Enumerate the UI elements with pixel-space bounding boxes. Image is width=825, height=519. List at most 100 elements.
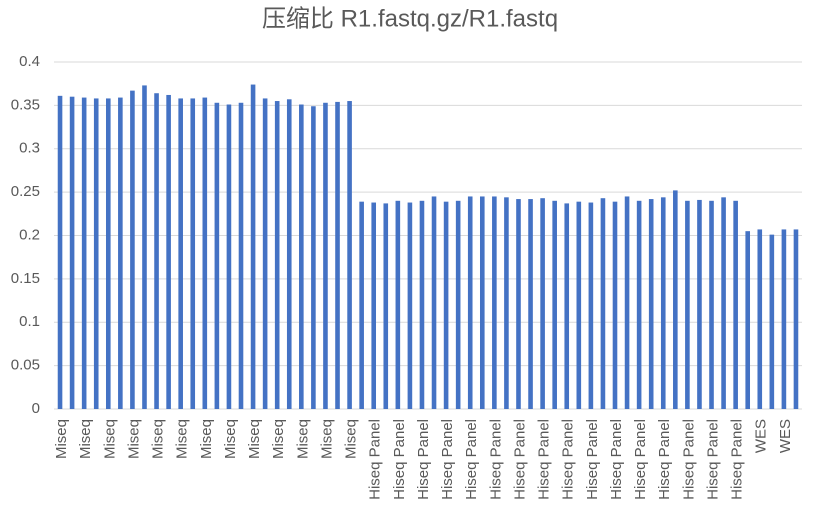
x-tick-label: Miseq bbox=[294, 419, 311, 459]
bar bbox=[190, 98, 196, 409]
bar bbox=[588, 202, 594, 409]
x-tick-label: Miseq bbox=[77, 419, 94, 459]
x-tick-label: Miseq bbox=[53, 419, 70, 459]
x-tick-label: Hiseq Panel bbox=[729, 419, 746, 500]
bar bbox=[274, 101, 280, 409]
bar bbox=[166, 94, 171, 409]
bar bbox=[769, 234, 775, 409]
bar bbox=[492, 196, 497, 409]
x-tick-label: Hiseq Panel bbox=[391, 419, 408, 500]
bar bbox=[660, 197, 666, 409]
bar bbox=[371, 202, 377, 409]
bar bbox=[407, 202, 413, 409]
x-tick-label: Hiseq Panel bbox=[367, 419, 384, 500]
bar bbox=[81, 97, 87, 409]
bar bbox=[733, 200, 738, 409]
bar bbox=[299, 104, 304, 409]
bar bbox=[685, 200, 690, 409]
chart-title: 压缩比 R1.fastq.gz/R1.fastq bbox=[262, 5, 558, 32]
bar bbox=[781, 229, 787, 409]
x-tick-label: Hiseq Panel bbox=[632, 419, 649, 500]
bar bbox=[202, 97, 208, 409]
x-tick-label: Miseq bbox=[198, 419, 215, 459]
bar bbox=[576, 201, 582, 409]
x-tick-label: Miseq bbox=[101, 419, 118, 459]
bar bbox=[540, 198, 545, 409]
bar bbox=[311, 106, 316, 410]
y-tick-label: 0.15 bbox=[11, 270, 40, 287]
x-tick-label: Miseq bbox=[246, 419, 263, 459]
bar bbox=[516, 199, 521, 409]
x-tick-label: Hiseq Panel bbox=[536, 419, 553, 500]
bar bbox=[600, 198, 606, 409]
x-tick-label: WES bbox=[777, 419, 794, 453]
x-tick-label: Hiseq Panel bbox=[463, 419, 480, 500]
y-tick-label: 0.25 bbox=[11, 183, 40, 200]
bar bbox=[757, 229, 763, 409]
y-tick-label: 0.1 bbox=[19, 313, 40, 330]
bar bbox=[636, 200, 642, 409]
bar bbox=[624, 196, 630, 409]
bar bbox=[395, 200, 401, 409]
bar bbox=[238, 102, 244, 410]
bar bbox=[118, 97, 123, 409]
bar bbox=[697, 199, 702, 409]
bar bbox=[262, 98, 268, 409]
bar bbox=[443, 201, 449, 409]
x-tick-label: Miseq bbox=[343, 419, 360, 459]
x-tick-label: Hiseq Panel bbox=[560, 419, 577, 500]
bar bbox=[419, 200, 425, 409]
bar bbox=[552, 200, 557, 409]
bar bbox=[479, 196, 485, 409]
x-tick-label: WES bbox=[753, 419, 770, 453]
bar bbox=[721, 197, 726, 409]
bar bbox=[431, 196, 437, 409]
y-tick-label: 0.3 bbox=[19, 140, 40, 157]
bar bbox=[57, 95, 63, 410]
bar bbox=[347, 101, 352, 409]
bar bbox=[504, 197, 509, 409]
bar bbox=[383, 203, 389, 409]
bar bbox=[105, 98, 111, 409]
bar bbox=[250, 84, 256, 410]
y-tick-label: 0.35 bbox=[11, 96, 40, 113]
bar bbox=[709, 200, 714, 409]
x-tick-label: Hiseq Panel bbox=[680, 419, 697, 500]
bar bbox=[612, 201, 618, 409]
x-tick-label: Hiseq Panel bbox=[439, 419, 456, 500]
x-tick-label: Hiseq Panel bbox=[511, 419, 528, 500]
x-tick-label: Hiseq Panel bbox=[704, 419, 721, 500]
bar bbox=[793, 229, 799, 409]
bar bbox=[467, 196, 473, 409]
bar bbox=[564, 203, 570, 409]
bar bbox=[142, 85, 147, 410]
y-tick-label: 0.05 bbox=[11, 357, 40, 374]
x-tick-label: Miseq bbox=[125, 419, 142, 459]
y-tick-label: 0 bbox=[32, 400, 40, 417]
x-tick-label: Hiseq Panel bbox=[487, 419, 504, 500]
x-tick-label: Miseq bbox=[174, 419, 191, 459]
bar bbox=[214, 102, 220, 410]
x-tick-label: Miseq bbox=[222, 419, 239, 459]
x-tick-label: Hiseq Panel bbox=[608, 419, 625, 500]
y-tick-label: 0.4 bbox=[19, 53, 40, 70]
bar bbox=[286, 99, 292, 410]
bar bbox=[130, 90, 135, 409]
x-tick-label: Miseq bbox=[270, 419, 287, 459]
x-tick-label: Hiseq Panel bbox=[415, 419, 432, 500]
bar bbox=[359, 201, 364, 409]
bar bbox=[528, 199, 533, 409]
bar bbox=[455, 200, 461, 409]
bar bbox=[335, 101, 340, 409]
bar bbox=[226, 104, 232, 409]
bar bbox=[154, 93, 159, 409]
bar bbox=[178, 98, 183, 409]
x-tick-label: Miseq bbox=[318, 419, 335, 459]
x-tick-label: Hiseq Panel bbox=[584, 419, 601, 500]
bar bbox=[323, 102, 328, 410]
bar bbox=[69, 96, 75, 409]
y-tick-label: 0.2 bbox=[19, 226, 40, 243]
x-tick-label: Hiseq Panel bbox=[656, 419, 673, 500]
bar bbox=[93, 98, 99, 409]
